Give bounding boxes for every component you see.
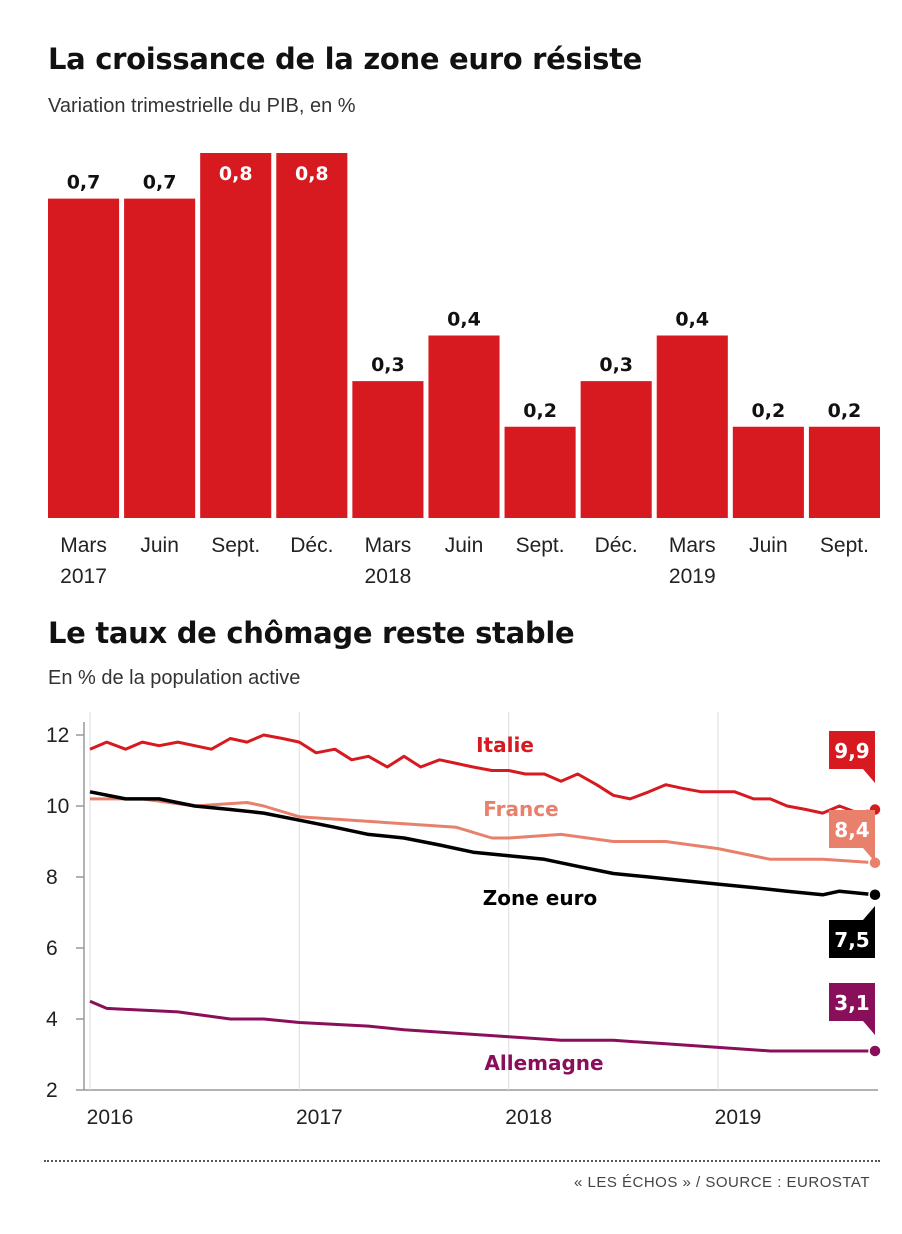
- x-tick-label: 2018: [505, 1106, 552, 1129]
- source-credit: « LES ÉCHOS » / SOURCE : EUROSTAT: [573, 1174, 870, 1191]
- series-end-marker: [868, 888, 882, 902]
- bar-value-label: 0,3: [599, 354, 633, 376]
- gdp-bar-chart: 0,7 Mars 2017 0,7 Juin 0,8 Sept. 0,8 Déc. 0,3 Mars…: [48, 153, 880, 588]
- line-chart-subtitle: En % de la population active: [48, 667, 301, 689]
- footer-divider: [44, 1160, 880, 1162]
- series-name-label: Allemagne: [484, 1051, 603, 1075]
- end-value-label: 9,9: [834, 739, 869, 763]
- y-tick-label: 10: [46, 795, 69, 818]
- x-tick-label: Sept.: [211, 534, 260, 557]
- x-tick-label: 2018: [365, 565, 412, 588]
- bar: [732, 426, 804, 518]
- line-chart-title: Le taux de chômage reste stable: [48, 616, 575, 650]
- x-tick-label: Juin: [749, 534, 788, 557]
- x-tick-label: 2016: [87, 1106, 134, 1129]
- bar: [808, 426, 880, 518]
- x-tick-label: Déc.: [290, 534, 333, 557]
- x-tick-label: 2017: [296, 1106, 343, 1129]
- series-end-marker: [868, 1044, 882, 1058]
- x-tick-label: Sept.: [820, 534, 869, 557]
- series-line: [89, 790, 876, 897]
- end-value-tag-pointer: [863, 1021, 875, 1035]
- bar-chart-subtitle: Variation trimestrielle du PIB, en %: [48, 95, 356, 117]
- bar: [352, 381, 424, 518]
- bar-value-label: 0,2: [828, 400, 862, 422]
- series-line: [89, 733, 876, 815]
- series-name-label: France: [483, 797, 558, 821]
- series-name-label: Italie: [476, 733, 534, 757]
- x-tick-label: Mars: [365, 534, 412, 557]
- series-line: [90, 797, 876, 865]
- bar-value-label: 0,4: [675, 309, 709, 331]
- bar: [504, 426, 576, 518]
- x-tick-label: 2017: [60, 565, 107, 588]
- end-value-label: 7,5: [834, 928, 869, 952]
- bar-value-label: 0,4: [447, 309, 481, 331]
- y-tick-label: 4: [46, 1008, 58, 1031]
- end-value-tag: [829, 810, 875, 848]
- bar: [428, 335, 500, 518]
- unemployment-line-chart: 12 10 8 6 4 2 2016 2017 2018 2019 Italie 9,9 France 8…: [46, 712, 882, 1129]
- series-line: [89, 999, 875, 1053]
- x-tick-label: Mars: [60, 534, 107, 557]
- bar: [48, 198, 120, 518]
- bar: [276, 153, 348, 518]
- end-value-label: 8,4: [834, 818, 869, 842]
- end-value-tag: [829, 920, 875, 958]
- x-tick-label: 2019: [715, 1106, 762, 1129]
- end-value-label: 3,1: [834, 991, 869, 1015]
- x-tick-label: Juin: [445, 534, 484, 557]
- bar-value-label: 0,2: [752, 400, 786, 422]
- x-tick-label: Sept.: [516, 534, 565, 557]
- y-tick-label: 8: [46, 866, 58, 889]
- bar: [580, 381, 652, 518]
- end-value-tag-pointer: [863, 848, 875, 862]
- x-tick-label: Juin: [140, 534, 179, 557]
- bar-value-label: 0,7: [143, 172, 177, 194]
- bar: [656, 335, 728, 518]
- bar-value-label: 0,8: [295, 163, 329, 185]
- end-value-tag: [829, 731, 875, 769]
- bar-chart-title: La croissance de la zone euro résiste: [48, 42, 643, 76]
- y-tick-label: 12: [46, 724, 69, 747]
- end-value-tag: [829, 983, 875, 1021]
- end-value-tag-pointer: [863, 769, 875, 783]
- x-tick-label: Déc.: [595, 534, 638, 557]
- bar: [124, 198, 196, 518]
- bar-value-label: 0,2: [523, 400, 557, 422]
- x-tick-label: 2019: [669, 565, 716, 588]
- y-tick-label: 2: [46, 1079, 58, 1102]
- bar-value-label: 0,3: [371, 354, 405, 376]
- end-value-tag-pointer: [863, 906, 875, 920]
- x-tick-label: Mars: [669, 534, 716, 557]
- bar-value-label: 0,8: [219, 163, 253, 185]
- series-name-label: Zone euro: [483, 886, 597, 910]
- bar-value-label: 0,7: [67, 172, 101, 194]
- y-tick-label: 6: [46, 937, 58, 960]
- bar: [200, 153, 272, 518]
